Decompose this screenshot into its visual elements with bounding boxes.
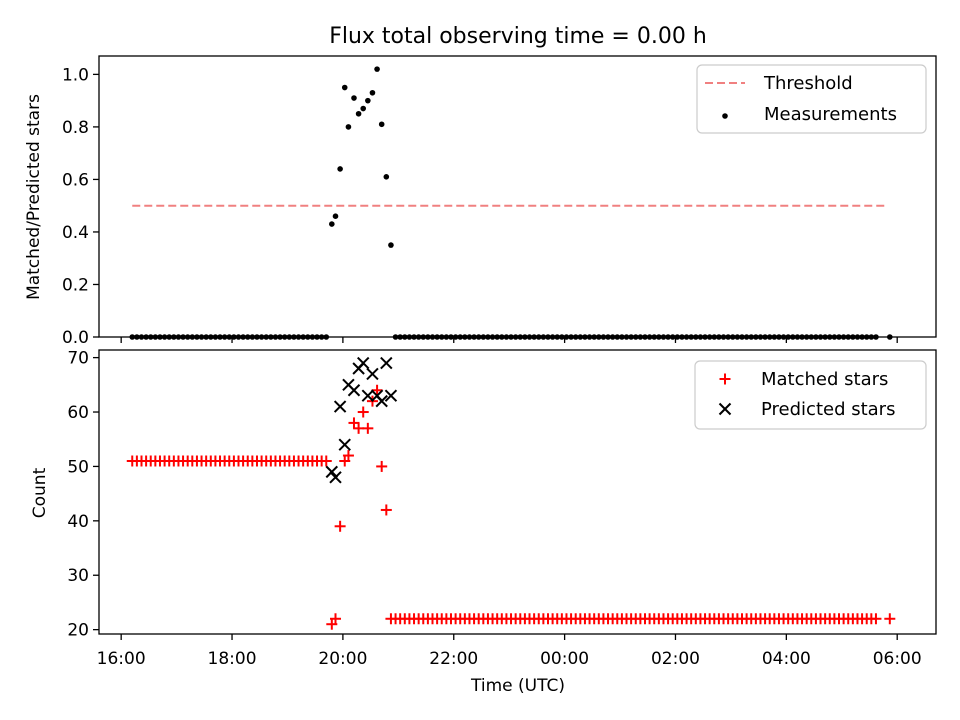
top-y-tick-label: 0.0 — [62, 328, 89, 348]
cross-b — [375, 394, 388, 408]
cross-b — [338, 438, 351, 451]
predicted-legend-label: Predicted stars — [761, 399, 895, 420]
x-axis-label: Time (UTC) — [470, 676, 565, 696]
predicted-point — [375, 394, 388, 408]
bottom-y-tick-label: 20 — [67, 621, 89, 641]
measurement-point — [345, 124, 352, 130]
matched-point — [357, 406, 369, 418]
matched-legend-marker — [719, 373, 731, 385]
measurement-point — [369, 89, 376, 96]
cross-b — [325, 465, 339, 479]
matched-point — [334, 520, 346, 532]
cross-b — [347, 384, 361, 397]
predicted-legend-marker — [718, 402, 732, 416]
measurement-point — [388, 242, 394, 248]
bottom-y-tick-label: 70 — [67, 349, 89, 369]
predicted-point — [357, 356, 370, 370]
matched-point — [376, 460, 388, 472]
cross-b — [718, 402, 732, 416]
predicted-point — [380, 356, 393, 370]
bottom-y-tick-label: 60 — [67, 403, 89, 423]
measurement-point — [355, 110, 362, 117]
measurement-point — [383, 174, 390, 180]
measurements-legend-marker — [722, 113, 728, 119]
x-tick-label: 06:00 — [873, 649, 922, 669]
x-tick-label: 16:00 — [97, 649, 146, 669]
top-y-axis-label: Matched/Predicted stars — [24, 94, 44, 300]
bottom-y-ticks: 20 30 40 50 60 70 — [67, 349, 99, 641]
top-legend: Threshold Measurements — [696, 64, 927, 134]
cross-b — [329, 471, 342, 484]
measurement-point — [329, 221, 335, 227]
cross-b — [357, 356, 370, 370]
measurement-point — [351, 95, 357, 101]
bottom-y-tick-label: 40 — [67, 512, 89, 532]
x-tick-label: 00:00 — [540, 649, 589, 669]
matched-point — [330, 613, 342, 625]
predicted-point — [347, 384, 361, 397]
matched-point — [362, 422, 374, 434]
top-panel: 0.0 0.2 0.4 0.6 0.8 1.0 Matched/Predicted sta… — [24, 55, 937, 348]
bottom-legend: Matched stars Predicted stars — [694, 360, 927, 430]
predicted-legend-symbol — [718, 402, 732, 416]
bottom-x-ticks: 16:00 18:00 20:00 22:00 00:00 02:00 04:00 06:00 — [97, 634, 922, 669]
bottom-y-tick-label: 50 — [67, 457, 89, 477]
top-y-tick-label: 0.6 — [62, 170, 89, 190]
x-tick-label: 02:00 — [651, 649, 700, 669]
cross-b — [380, 356, 393, 370]
cross-b — [384, 389, 398, 402]
measurement-point — [332, 213, 339, 219]
bottom-y-tick-label: 30 — [67, 566, 89, 586]
bottom-panel: 20 30 40 50 60 70 16:00 18:00 20:00 22:00 00:00 02… — [30, 349, 937, 696]
top-y-tick-label: 0.8 — [62, 118, 89, 138]
predicted-point — [361, 389, 375, 402]
measurement-point — [341, 84, 348, 91]
measurement-point — [337, 166, 343, 172]
predicted-point — [329, 471, 342, 484]
matched-point — [353, 422, 365, 434]
matched-legend-label: Matched stars — [761, 369, 888, 390]
x-tick-label: 18:00 — [208, 649, 257, 669]
cross-b — [361, 389, 375, 402]
cross-b — [333, 400, 347, 413]
top-y-ticks: 0.0 0.2 0.4 0.6 0.8 1.0 — [62, 65, 99, 348]
predicted-point — [384, 389, 398, 402]
matched-point — [870, 613, 882, 625]
x-tick-label: 20:00 — [318, 649, 367, 669]
x-tick-label: 22:00 — [429, 649, 478, 669]
measurement-point — [360, 105, 367, 112]
measurements-legend-label: Measurements — [764, 104, 897, 125]
chart-title: Flux total observing time = 0.00 h — [329, 24, 707, 49]
top-y-tick-label: 0.4 — [62, 223, 89, 243]
bottom-plot-marks — [126, 356, 896, 630]
matched-point — [884, 613, 896, 625]
top-y-tick-label: 1.0 — [62, 65, 89, 85]
top-y-tick-label: 0.2 — [62, 275, 89, 295]
top-x-ticks — [120, 337, 898, 343]
measurement-point — [365, 97, 371, 104]
bottom-y-axis-label: Count — [30, 467, 50, 518]
bottom-axes-frame — [98, 349, 937, 635]
predicted-point — [366, 367, 379, 381]
predicted-point — [338, 438, 351, 451]
matched-point — [371, 384, 383, 396]
top-axes-frame — [98, 55, 937, 338]
matched-point — [320, 455, 332, 467]
predicted-point — [325, 465, 339, 479]
matched-point — [380, 504, 392, 516]
predicted-point — [333, 400, 347, 413]
matched-point — [342, 450, 354, 462]
cross-b — [366, 367, 379, 381]
measurement-point — [378, 121, 385, 128]
matched-legend-symbol — [719, 373, 731, 385]
threshold-legend-label: Threshold — [763, 73, 853, 94]
x-tick-label: 04:00 — [762, 649, 811, 669]
measurement-point — [374, 66, 380, 72]
